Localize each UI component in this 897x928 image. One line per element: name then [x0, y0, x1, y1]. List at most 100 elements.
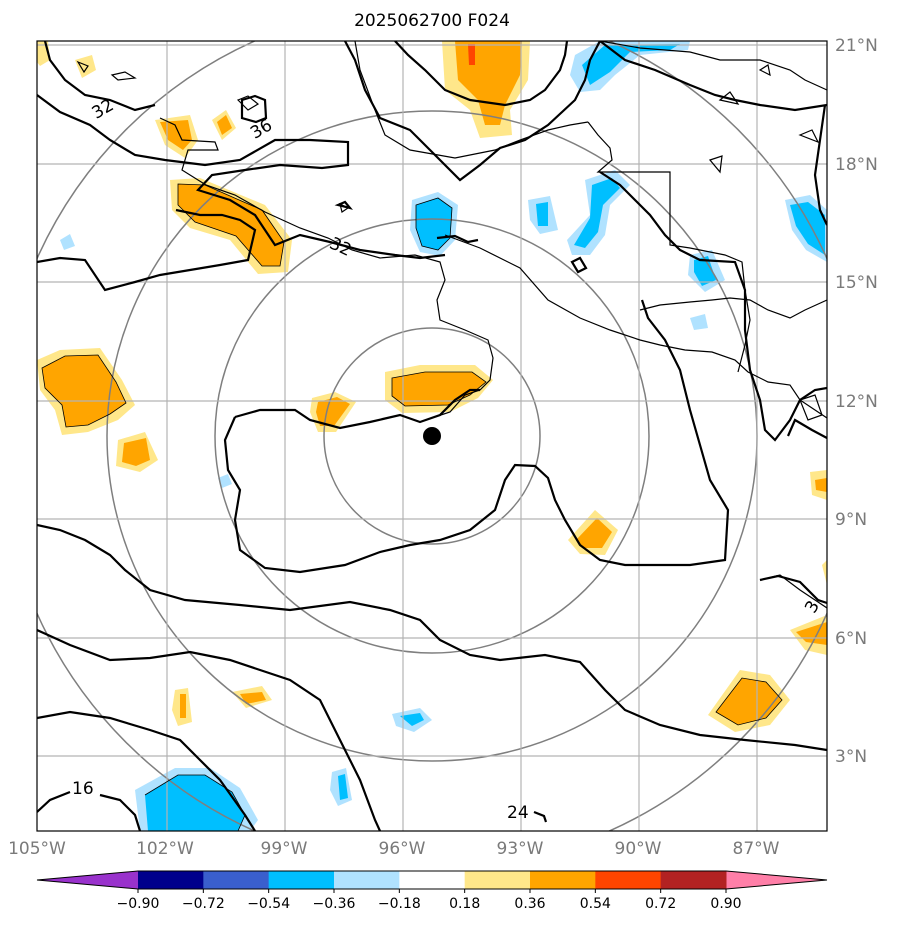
- coastline-cuba: [599, 41, 827, 91]
- lat-tick-label: 12°N: [835, 392, 878, 412]
- contour-line: [570, 256, 588, 274]
- shade-positive: [180, 694, 186, 718]
- shade-negative: [400, 713, 424, 726]
- colorbar-segment: [399, 871, 466, 889]
- coastline-gulf: [354, 41, 589, 159]
- contour-line: [334, 200, 354, 210]
- contours: [37, 41, 827, 831]
- lon-tick-label: 96°W: [379, 839, 426, 859]
- shade-positive: [122, 438, 150, 466]
- contour-line: [37, 628, 382, 831]
- shade-negative: [145, 775, 245, 831]
- coastline-central-america: [444, 234, 827, 419]
- contour-line: [240, 94, 268, 124]
- shade-positive: [75, 55, 96, 78]
- lat-tick-label: 6°N: [835, 629, 867, 649]
- contour-label: 32: [89, 95, 118, 123]
- contour-line: [599, 171, 827, 442]
- contour-line: [37, 94, 446, 260]
- thin-contour: [41, 354, 127, 428]
- colorbar-segment: [268, 871, 335, 889]
- contour-line: [813, 104, 827, 226]
- shade-negative: [338, 774, 348, 800]
- contour-line: [37, 710, 256, 831]
- lat-tick-label: 21°N: [835, 36, 878, 56]
- colorbar-segment: [595, 871, 662, 889]
- shade-negative: [536, 202, 548, 226]
- shade-positive: [240, 692, 266, 704]
- colorbar-tick-label: −0.90: [117, 896, 160, 912]
- shade-negative: [694, 256, 716, 286]
- longitude-labels: 105°W 102°W 99°W 96°W 93°W 90°W 87°W: [8, 839, 780, 859]
- coastline-yucatan: [587, 121, 751, 373]
- lon-tick-label: 87°W: [733, 839, 780, 859]
- contour-line: [99, 793, 142, 831]
- contour-line: [223, 299, 730, 574]
- shade-negative: [690, 314, 708, 330]
- lon-tick-label: 102°W: [136, 839, 194, 859]
- colorbar-extend-max: [726, 871, 827, 889]
- contour-line: [37, 208, 257, 292]
- range-ring: [214, 218, 650, 654]
- contour-line: [759, 574, 827, 605]
- lat-tick-label: 15°N: [835, 273, 878, 293]
- figure-title: 2025062700 F024: [354, 11, 510, 31]
- thin-contour: [177, 183, 285, 267]
- lon-tick-label: 90°W: [615, 839, 662, 859]
- shade-positive: [822, 560, 827, 585]
- coastline-islands: [76, 60, 823, 421]
- shade-negative: [790, 202, 825, 255]
- colorbar: −0.90 −0.72 −0.54 −0.36 −0.18 0.18 0.36 0.54 0.7…: [36, 870, 828, 912]
- thin-contours: [41, 183, 783, 831]
- lon-tick-label: 99°W: [261, 839, 308, 859]
- coastlines: [76, 41, 827, 609]
- lon-tick-label: 105°W: [8, 839, 66, 859]
- contour-line: [37, 790, 71, 813]
- contour-line: [344, 41, 601, 182]
- shade-positive: [160, 120, 192, 150]
- thin-contour: [415, 197, 453, 251]
- colorbar-tick-label: −0.72: [182, 896, 225, 912]
- colorbar-extend-min: [37, 871, 138, 889]
- colorbar-segment: [464, 871, 531, 889]
- storm-center-marker: [423, 427, 441, 445]
- shade-positive: [815, 478, 827, 492]
- colorbar-tick-label: −0.54: [247, 896, 290, 912]
- map-area: 32 36 32 16 24 3: [37, 41, 827, 831]
- colorbar-segment: [660, 871, 727, 889]
- thin-contour: [391, 371, 487, 407]
- colorbar-tick-label: −0.18: [378, 896, 421, 912]
- colorbar-segment: [334, 871, 400, 889]
- thin-contour: [144, 774, 246, 831]
- colorbar-tick-label: 0.18: [449, 896, 480, 912]
- contour-line: [43, 41, 156, 112]
- shade-negative: [218, 474, 232, 488]
- contour-line: [37, 523, 827, 752]
- contour-line: [533, 810, 548, 823]
- shade-positive: [576, 518, 612, 548]
- shade-negative: [582, 44, 680, 85]
- shade-negative: [574, 178, 620, 248]
- colorbar-tick-label: 0.54: [580, 896, 611, 912]
- map-frame: [36, 40, 828, 832]
- coastline-honduras: [639, 297, 827, 319]
- thin-contour: [715, 677, 783, 726]
- contour-line: [599, 41, 827, 112]
- contour-line: [786, 418, 827, 439]
- colorbar-tick-label: 0.90: [710, 896, 741, 912]
- contour-label: 24: [507, 803, 529, 823]
- lon-tick-label: 93°W: [497, 839, 544, 859]
- colorbar-tick-label: 0.72: [645, 896, 676, 912]
- contour-line: [394, 41, 569, 107]
- lat-tick-label: 3°N: [835, 747, 867, 767]
- shade-positive: [796, 622, 827, 645]
- colorbar-segment: [530, 871, 596, 889]
- contour-line: [436, 234, 479, 244]
- lat-tick-label: 9°N: [835, 510, 867, 530]
- graticule: [37, 41, 827, 831]
- shade-positive: [217, 115, 232, 135]
- contour-label: 16: [72, 779, 94, 799]
- colorbar-tick-label: 0.36: [514, 896, 545, 912]
- contour-label: 32: [326, 234, 354, 261]
